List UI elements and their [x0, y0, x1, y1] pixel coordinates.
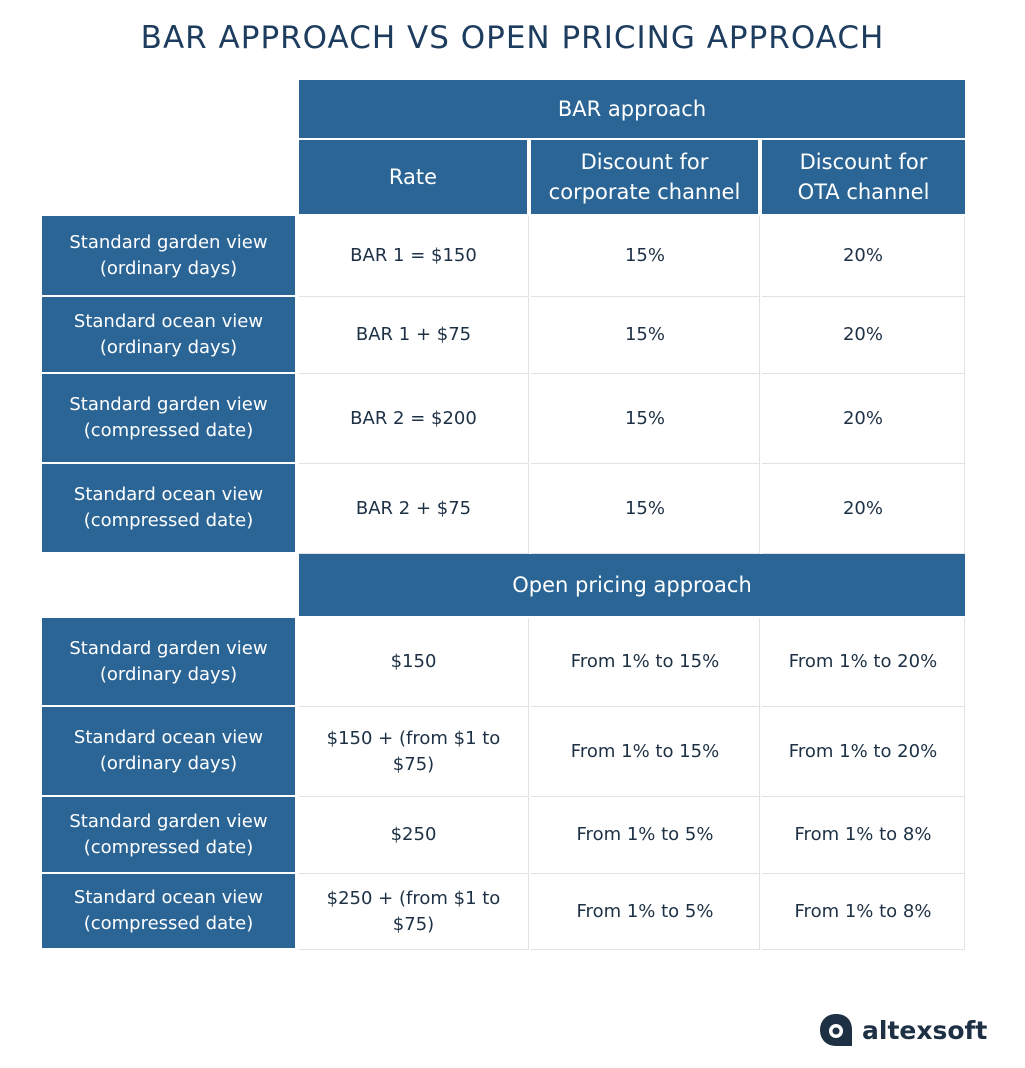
table-cell: BAR 1 = $150 — [299, 216, 529, 297]
section-header: Open pricing approach — [299, 554, 965, 616]
column-header: Rate — [299, 140, 527, 214]
table-cell: From 1% to 20% — [762, 707, 965, 797]
table-cell: From 1% to 5% — [531, 874, 760, 950]
section-header: BAR approach — [299, 80, 965, 138]
row-label: Standard garden view (ordinary days) — [42, 216, 295, 295]
table-cell: $150 — [299, 618, 529, 707]
table-cell: From 1% to 20% — [762, 618, 965, 707]
table-cell: 15% — [531, 297, 760, 374]
row-label: Standard garden view (ordinary days) — [42, 618, 295, 705]
logo: altexsoft — [818, 1012, 987, 1048]
table-cell: $150 + (from $1 to $75) — [299, 707, 529, 797]
logo-icon — [820, 1014, 852, 1046]
table-cell: From 1% to 5% — [531, 797, 760, 874]
row-label: Standard garden view (compressed date) — [42, 374, 295, 462]
table-cell: 20% — [762, 216, 965, 297]
table-cell: 20% — [762, 374, 965, 464]
row-label: Standard ocean view (compressed date) — [42, 464, 295, 552]
table-cell: BAR 2 + $75 — [299, 464, 529, 554]
column-header: Discount for OTA channel — [762, 140, 965, 214]
table-cell: From 1% to 15% — [531, 707, 760, 797]
row-label: Standard ocean view (compressed date) — [42, 874, 295, 948]
title: BAR APPROACH VS OPEN PRICING APPROACH — [140, 20, 885, 56]
table-cell: 15% — [531, 464, 760, 554]
table-cell: 15% — [531, 374, 760, 464]
table-cell: BAR 2 = $200 — [299, 374, 529, 464]
row-label: Standard ocean view (ordinary days) — [42, 707, 295, 795]
table-cell: 20% — [762, 297, 965, 374]
table-cell: 15% — [531, 216, 760, 297]
logo-text: altexsoft — [862, 1015, 988, 1045]
column-header: Discount for corporate channel — [531, 140, 758, 214]
table-cell: $250 — [299, 797, 529, 874]
table-cell: From 1% to 8% — [762, 874, 965, 950]
table-cell: $250 + (from $1 to $75) — [299, 874, 529, 950]
row-label: Standard ocean view (ordinary days) — [42, 297, 295, 372]
row-label: Standard garden view (compressed date) — [42, 797, 295, 872]
table-cell: BAR 1 + $75 — [299, 297, 529, 374]
table-cell: From 1% to 15% — [531, 618, 760, 707]
table-cell: From 1% to 8% — [762, 797, 965, 874]
table-cell: 20% — [762, 464, 965, 554]
